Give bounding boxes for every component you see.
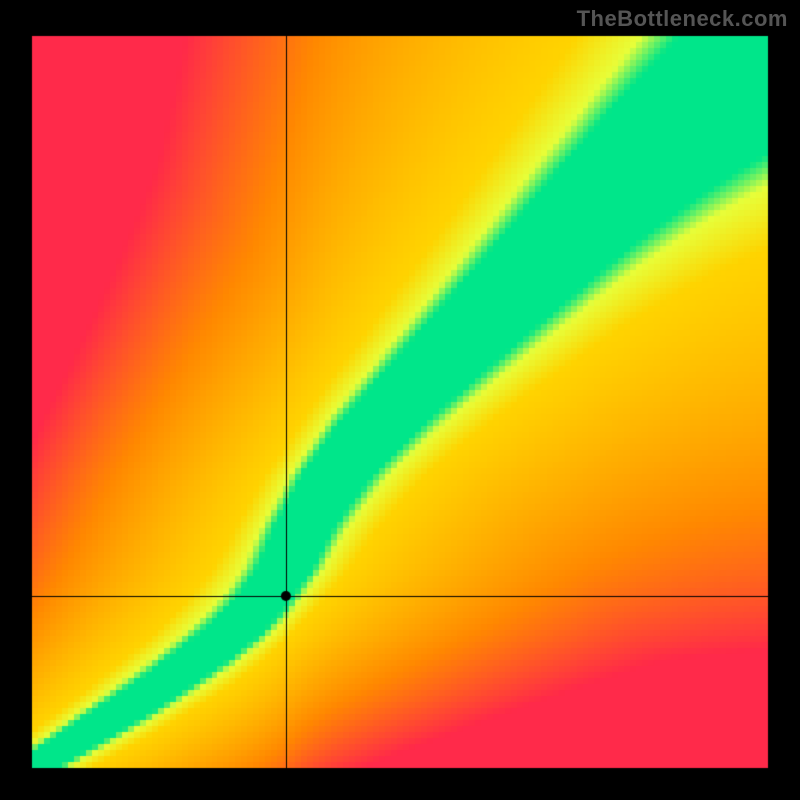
chart-container: TheBottleneck.com: [0, 0, 800, 800]
bottleneck-heatmap-canvas: [0, 0, 800, 800]
watermark-text: TheBottleneck.com: [577, 6, 788, 32]
